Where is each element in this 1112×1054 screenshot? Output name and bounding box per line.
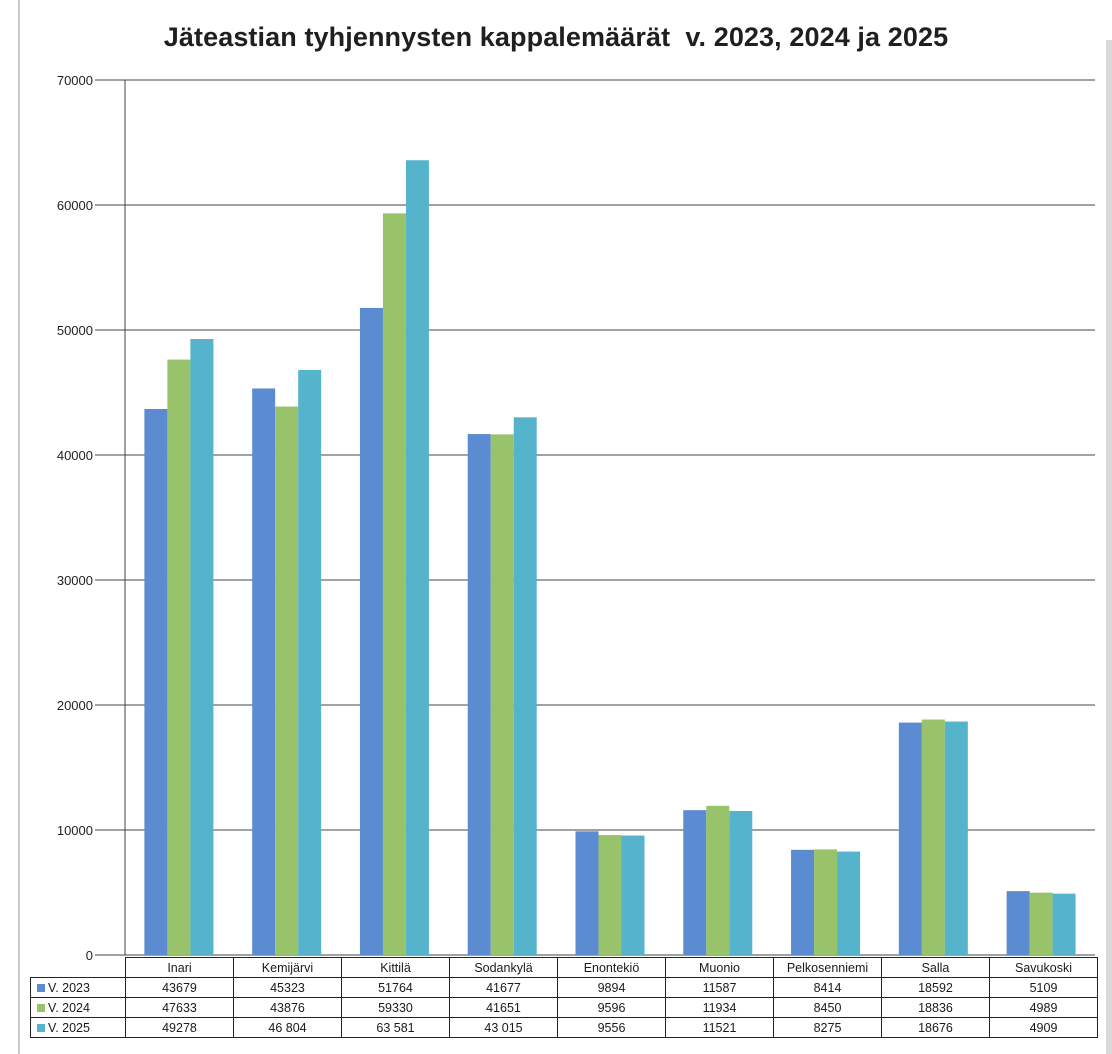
data-cell: 46 804 (233, 1017, 342, 1038)
data-cell: 43876 (233, 997, 342, 1018)
data-table-corner (30, 957, 126, 978)
category-label: Muonio (665, 957, 774, 978)
data-table-row-2025: V. 2025 49278 46 804 63 581 43 015 9556 … (30, 1017, 1098, 1038)
bar (729, 810, 753, 955)
data-cell: 43 015 (449, 1017, 558, 1038)
data-cell: 8414 (773, 977, 882, 998)
category-label: Salla (881, 957, 990, 978)
bar (837, 851, 861, 955)
bar (1006, 891, 1030, 955)
bar (190, 339, 214, 955)
data-cell: 51764 (341, 977, 450, 998)
y-tick-label: 70000 (57, 73, 93, 88)
bar (167, 359, 191, 955)
bar (144, 409, 168, 955)
data-cell: 41651 (449, 997, 558, 1018)
data-cell: 9556 (557, 1017, 666, 1038)
bar (1029, 892, 1053, 955)
series-name: V. 2025 (48, 1020, 90, 1035)
y-tick-label: 60000 (57, 198, 93, 213)
data-cell: 49278 (125, 1017, 234, 1038)
data-cell: 4989 (989, 997, 1098, 1018)
bar (598, 835, 622, 955)
y-tick-label: 30000 (57, 573, 93, 588)
series-name: V. 2023 (48, 980, 90, 995)
category-label: Enontekiö (557, 957, 666, 978)
data-cell: 4909 (989, 1017, 1098, 1038)
data-cell: 11587 (665, 977, 774, 998)
bar (921, 719, 945, 955)
data-cell: 8450 (773, 997, 882, 1018)
data-cell: 47633 (125, 997, 234, 1018)
category-label: Inari (125, 957, 234, 978)
chart-title: Jäteastian tyhjennysten kappalemäärät v.… (163, 22, 949, 52)
y-tick-label: 10000 (57, 823, 93, 838)
data-table-row-2024: V. 2024 47633 43876 59330 41651 9596 119… (30, 997, 1098, 1018)
legend-entry-2024: V. 2024 (30, 997, 126, 1018)
data-cell: 41677 (449, 977, 558, 998)
bar (575, 831, 599, 955)
legend-swatch-2023 (37, 983, 45, 992)
category-label: Sodankylä (449, 957, 558, 978)
y-tick-label: 0 (86, 948, 93, 963)
data-cell: 63 581 (341, 1017, 450, 1038)
category-label: Pelkosenniemi (773, 957, 882, 978)
bar (706, 805, 730, 955)
data-cell: 9596 (557, 997, 666, 1018)
category-label: Savukoski (989, 957, 1098, 978)
data-cell: 11934 (665, 997, 774, 1018)
data-table-header-row: Inari Kemijärvi Kittilä Sodankylä Enonte… (30, 957, 1098, 978)
data-cell: 59330 (341, 997, 450, 1018)
bar (621, 835, 645, 955)
data-cell: 45323 (233, 977, 342, 998)
bar (298, 369, 322, 955)
data-cell: 11521 (665, 1017, 774, 1038)
y-tick-label: 20000 (57, 698, 93, 713)
data-cell: 18676 (881, 1017, 990, 1038)
bar (944, 721, 968, 955)
bar (252, 388, 276, 955)
legend-entry-2023: V. 2023 (30, 977, 126, 998)
data-table-row-2023: V. 2023 43679 45323 51764 41677 9894 115… (30, 977, 1098, 998)
legend-swatch-2025 (37, 1023, 45, 1032)
bar (513, 417, 537, 955)
bar (405, 160, 429, 956)
data-cell: 9894 (557, 977, 666, 998)
bar (791, 849, 815, 955)
bar (683, 810, 707, 955)
y-tick-label: 50000 (57, 323, 93, 338)
bar (1052, 893, 1076, 955)
legend-entry-2025: V. 2025 (30, 1017, 126, 1038)
data-cell: 43679 (125, 977, 234, 998)
bar (814, 849, 838, 955)
category-label: Kemijärvi (233, 957, 342, 978)
data-cell: 18836 (881, 997, 990, 1018)
data-table: Inari Kemijärvi Kittilä Sodankylä Enonte… (30, 957, 1098, 1038)
bar (382, 213, 406, 955)
category-label: Kittilä (341, 957, 450, 978)
data-cell: 8275 (773, 1017, 882, 1038)
bar (898, 722, 922, 955)
series-name: V. 2024 (48, 1000, 90, 1015)
bar (467, 434, 491, 956)
bar (275, 406, 299, 955)
data-cell: 18592 (881, 977, 990, 998)
bar (490, 434, 514, 955)
chart-frame (18, 0, 1112, 1054)
y-tick-label: 40000 (57, 448, 93, 463)
bar (359, 307, 383, 955)
legend-swatch-2024 (37, 1003, 45, 1012)
chart-border-right (1106, 40, 1112, 1054)
data-cell: 5109 (989, 977, 1098, 998)
